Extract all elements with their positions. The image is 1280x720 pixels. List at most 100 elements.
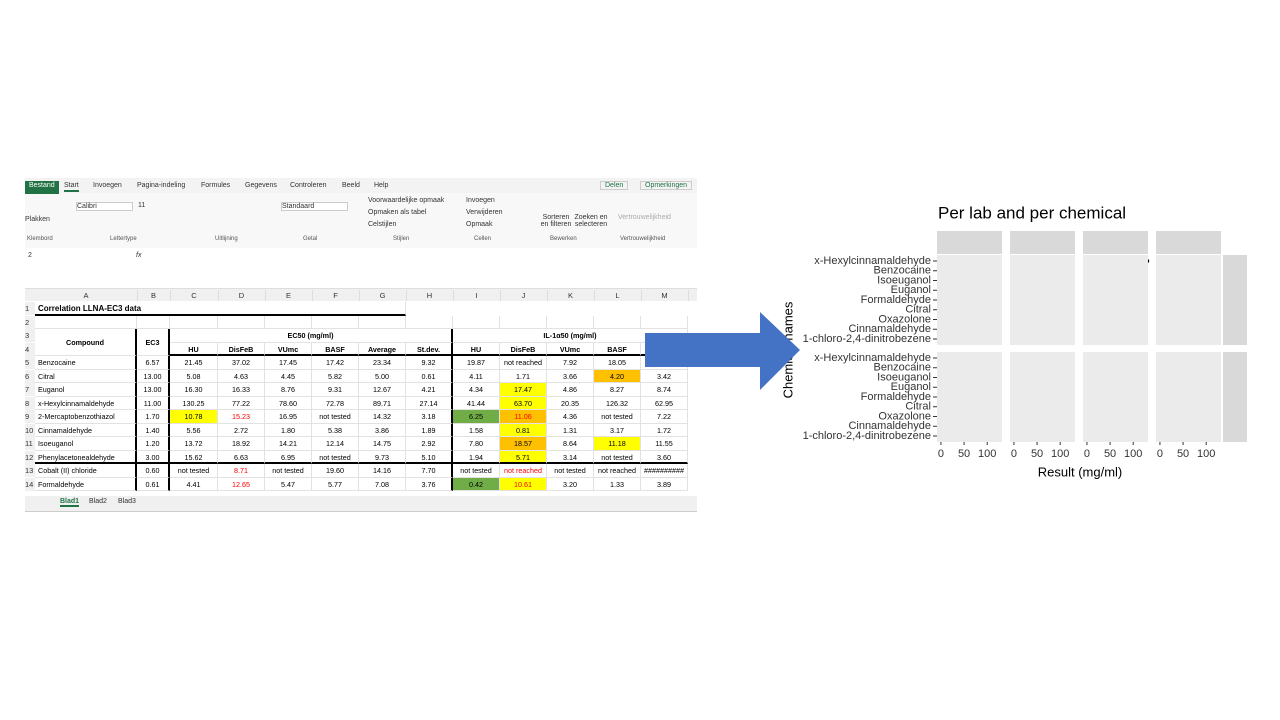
row-number: 4 [25, 342, 35, 356]
table-cell: 4.20 [594, 369, 641, 383]
table-cell: 16.95 [265, 410, 312, 424]
ribbon-item[interactable]: 11 [138, 202, 146, 209]
sub-header: BASF [312, 342, 359, 356]
ribbon-tab[interactable]: Invoegen [93, 182, 122, 189]
table-cell: 63.70 [500, 396, 547, 410]
y-tick-label: Benzocaine [874, 362, 932, 374]
table-cell: Phenylacetonealdehyde [35, 450, 137, 464]
table-cell: 13.72 [170, 437, 218, 451]
ribbon-group-label: Bewerken [550, 236, 577, 242]
ribbon-tab[interactable]: Start [64, 181, 79, 192]
table-cell: 1.70 [137, 410, 170, 424]
panel [1010, 255, 1075, 345]
table-cell: 27.14 [406, 396, 453, 410]
table-cell: 18.05 [594, 356, 641, 370]
table-cell: not tested [453, 464, 500, 478]
facet-strip-right [1223, 352, 1247, 442]
sheet-tab[interactable]: Blad2 [89, 498, 107, 505]
table-cell: 3.86 [359, 423, 406, 437]
table-cell: 1.89 [406, 423, 453, 437]
ribbon-item[interactable]: Plakken [25, 216, 50, 223]
x-tick-label: 50 [1104, 448, 1116, 460]
table-cell: not reached [594, 464, 641, 478]
comments-button[interactable]: Opmerkingen [640, 181, 693, 190]
ribbon-item[interactable]: Zoeken en selecteren [574, 214, 608, 228]
table-cell: 4.11 [453, 369, 500, 383]
empty-cell [137, 315, 170, 329]
ribbon-item[interactable]: Opmaken als tabel [368, 209, 427, 216]
ribbon-item[interactable]: Sorteren en filteren [540, 214, 572, 228]
table-cell: 0.61 [406, 369, 453, 383]
y-tick-label: Benzocaine [874, 265, 932, 277]
ribbon-tab[interactable]: Help [374, 182, 389, 189]
table-cell: ########## [641, 464, 688, 478]
y-tick-label: 1-chloro-2,4-dinitrobezene [803, 333, 931, 345]
table-cell: not tested [265, 464, 312, 478]
ribbon-item[interactable]: Verwijderen [466, 209, 503, 216]
table-cell: 1.40 [137, 423, 170, 437]
table-cell: 19.60 [312, 464, 359, 478]
table-cell: 5.10 [406, 450, 453, 464]
fx-label: fx [136, 252, 142, 259]
table-cell: 5.82 [312, 369, 359, 383]
table-cell: 9.31 [312, 383, 359, 397]
panel [937, 255, 1002, 345]
empty-cell [170, 315, 218, 329]
column-header: A [35, 290, 138, 301]
sheet-tab[interactable]: Blad1 [60, 498, 80, 507]
ribbon-tab[interactable]: Pagina-indeling [137, 182, 186, 189]
y-axis-label: Chemical names [780, 301, 795, 398]
panel [1083, 255, 1148, 345]
table-cell: 5.08 [170, 369, 218, 383]
table-cell: 1.20 [137, 437, 170, 451]
column-header: D [218, 290, 266, 301]
column-header: I [453, 290, 501, 301]
table-cell: 77.22 [218, 396, 265, 410]
column-header: F [312, 290, 360, 301]
table-cell: 5.00 [359, 369, 406, 383]
sheet-tab[interactable]: Blad3 [118, 498, 136, 505]
x-tick-label: 100 [978, 448, 996, 460]
facet-strip-top [1083, 231, 1148, 254]
ribbon-item[interactable]: Standaard [281, 202, 348, 211]
sheet-tab-bar [25, 496, 697, 511]
column-header: H [406, 290, 454, 301]
table-cell: 62.95 [641, 396, 688, 410]
x-tick-label: 100 [1197, 448, 1215, 460]
ribbon-item[interactable]: Opmaak [466, 221, 493, 228]
table-cell: 2.72 [218, 423, 265, 437]
row-number: 2 [25, 315, 35, 329]
ribbon-item[interactable]: Invoegen [466, 197, 495, 204]
ribbon-tab[interactable]: Gegevens [245, 182, 277, 189]
ribbon-item[interactable]: Voorwaardelijke opmaak [368, 197, 445, 204]
x-axis-label: Result (mg/ml) [1038, 464, 1123, 479]
table-cell: 15.23 [218, 410, 265, 424]
panel [1156, 352, 1221, 442]
y-tick-label: Isoeuganol [877, 274, 931, 286]
table-cell: Cobalt (II) chloride [35, 464, 137, 478]
table-cell: 21.45 [170, 356, 218, 370]
sub-header: DisFeB [218, 342, 265, 356]
table-cell: 130.25 [170, 396, 218, 410]
table-cell: 7.92 [547, 356, 594, 370]
column-header-bar [25, 289, 697, 301]
ribbon-item[interactable]: Calibri [76, 202, 133, 211]
column-header: G [359, 290, 407, 301]
ribbon-item[interactable]: Vertrouwelijkheid [618, 214, 671, 221]
ribbon-tab[interactable]: Controleren [290, 182, 327, 189]
table-cell: 89.71 [359, 396, 406, 410]
y-tick-label: Citral [905, 401, 931, 413]
ribbon-tab[interactable]: Formules [201, 182, 231, 189]
ribbon-tab[interactable]: Beeld [342, 182, 360, 189]
table-cell: 4.36 [547, 410, 594, 424]
ribbon-tab[interactable]: Bestand [25, 181, 59, 194]
ribbon-item[interactable]: Celstijlen [368, 221, 397, 228]
table-cell: 3.14 [547, 450, 594, 464]
share-button[interactable]: Delen [600, 181, 629, 190]
table-cell: not tested [170, 464, 218, 478]
name-box: 2 [28, 252, 32, 259]
ribbon-group-label: Lettertype [110, 236, 137, 242]
column-header: L [594, 290, 642, 301]
ribbon [25, 193, 697, 249]
table-cell: 3.17 [594, 423, 641, 437]
